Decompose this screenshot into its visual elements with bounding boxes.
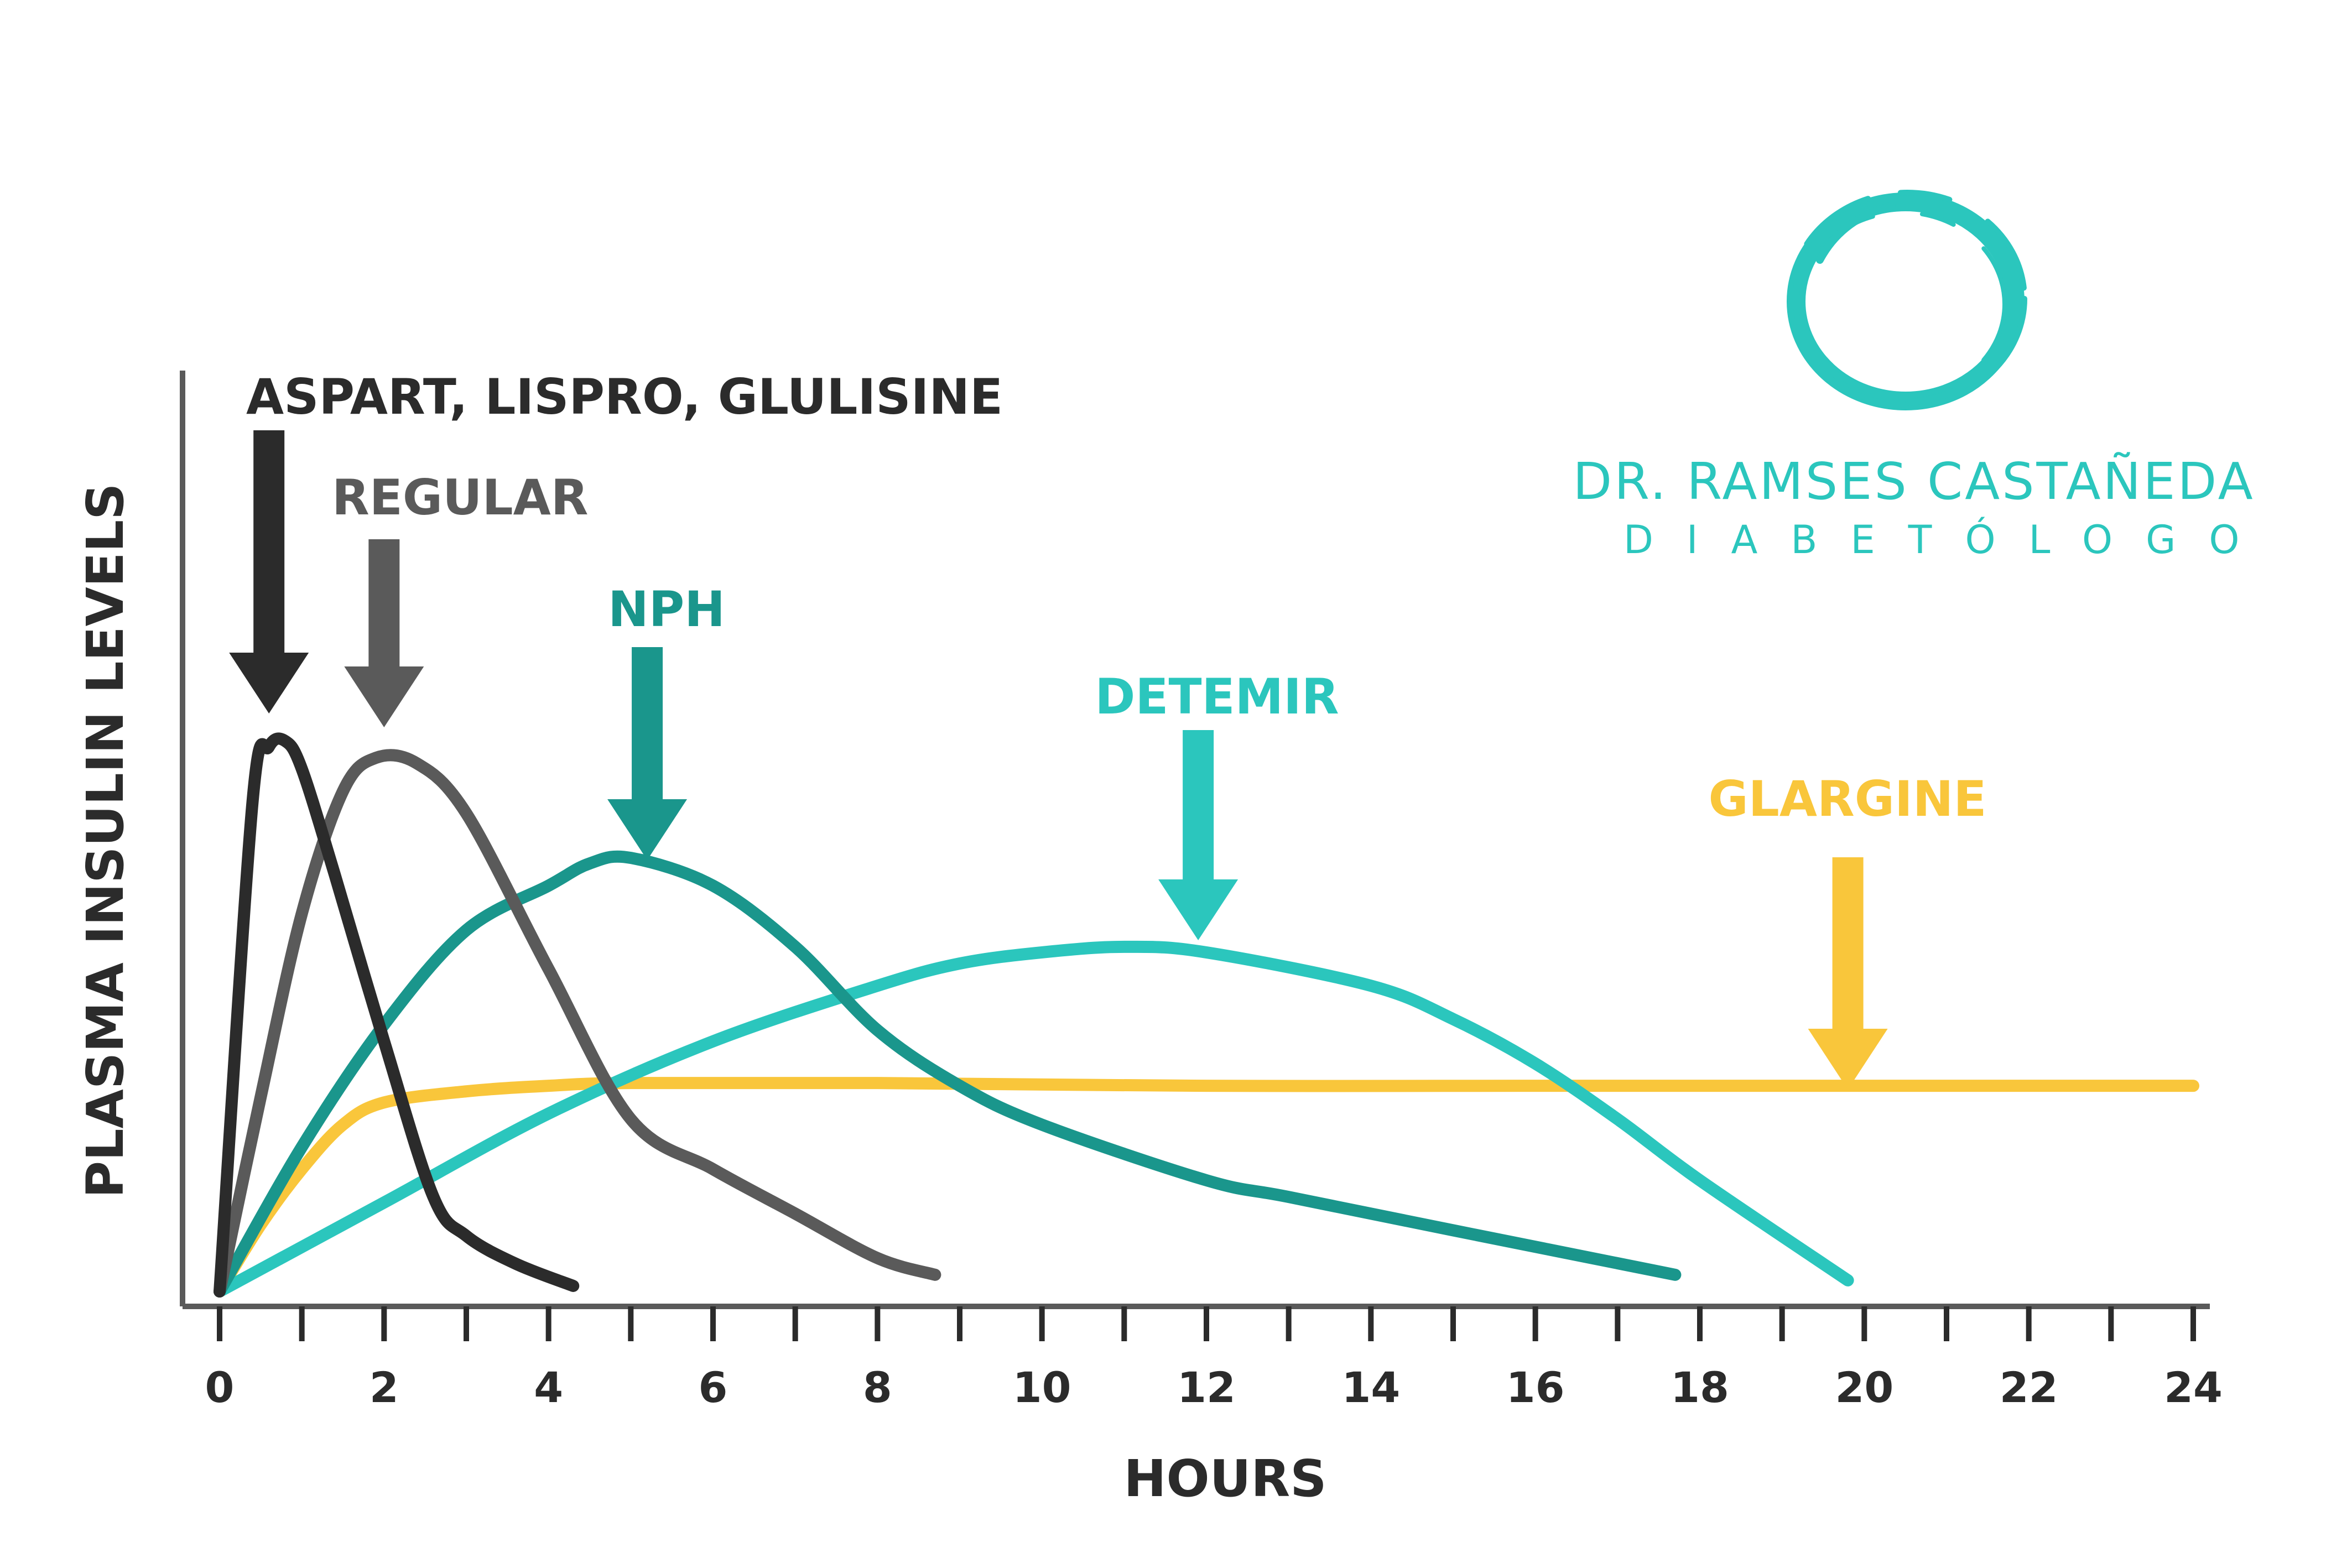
arrow-glargine [1808,857,1888,1090]
arrow-nph [607,647,688,860]
x-tick-label: 2 [370,1363,399,1412]
series-label-glargine: GLARGINE [1709,770,1987,827]
series-label-rapid: ASPART, LISPRO, GLULISINE [246,368,1003,425]
arrow-regular [344,539,424,727]
x-tick-label: 6 [699,1363,728,1412]
brushstroke-circle-logo-icon [1787,190,2027,410]
series-label-regular: REGULAR [332,469,589,526]
series-label-nph: NPH [608,581,725,638]
series-line-regular [214,749,941,1298]
series-label-detemir: DETEMIR [1095,668,1339,725]
x-tick-label: 4 [534,1363,563,1412]
series-line-glargine [214,1076,2199,1298]
x-tick-label: 0 [205,1363,235,1412]
x-tick-label: 14 [1341,1363,1400,1412]
arrow-detemir [1158,730,1239,940]
peak-arrows [229,430,1888,1090]
arrow-rapid [229,430,309,713]
x-tick-label: 12 [1177,1363,1236,1412]
x-tick-label: 16 [1506,1363,1565,1412]
x-axis-title: HOURS [1123,1449,1326,1508]
y-axis-title: PLASMA INSULIN LEVELS [76,483,135,1199]
x-tick-label: 24 [2164,1363,2223,1412]
brand-name: DR. RAMSES CASTAÑEDA [1573,451,2255,511]
series-line-rapid [214,732,580,1298]
series-line-nph [214,850,1682,1298]
x-axis-tick-labels: 0 2 4 6 8 10 12 14 16 18 20 22 24 [205,1363,2223,1412]
x-tick-label: 18 [1671,1363,1729,1412]
brand-subtitle: DIABETÓLOGO [1623,517,2272,562]
x-axis-ticks [217,1306,2196,1341]
x-tick-label: 22 [2000,1363,2058,1412]
series-lines [214,732,2199,1298]
x-tick-label: 20 [1835,1363,1893,1412]
series-line-detemir [214,940,1854,1298]
x-tick-label: 10 [1013,1363,1071,1412]
x-tick-label: 8 [863,1363,892,1412]
